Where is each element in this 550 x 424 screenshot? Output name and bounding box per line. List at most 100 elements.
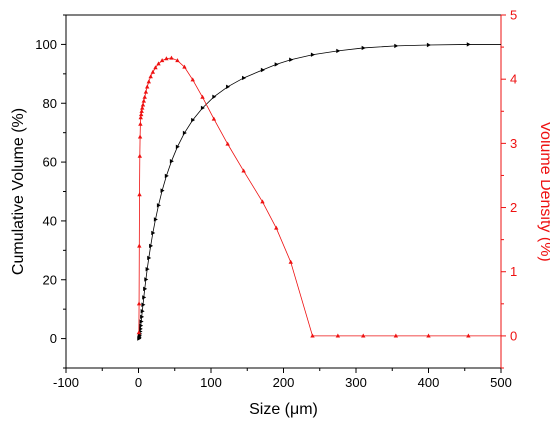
density-point [138, 112, 144, 117]
cumulative-point [139, 319, 144, 324]
y-left-tick-label: 100 [35, 37, 57, 52]
density-point [200, 94, 205, 99]
density-point [175, 58, 180, 63]
cumulative-point [175, 144, 180, 149]
cumulative-point [140, 314, 145, 320]
y-right-tick-label: 3 [510, 136, 517, 151]
cumulative-point [289, 57, 294, 62]
y-right-tick-label: 4 [510, 72, 517, 87]
cumulative-point [182, 130, 187, 136]
density-point [182, 64, 187, 69]
density-point [159, 58, 165, 63]
density-point [137, 243, 142, 248]
cumulative-point [142, 295, 147, 300]
y-right-tick-label: 5 [510, 8, 517, 23]
cumulative-point [336, 48, 341, 54]
density-point [139, 108, 144, 113]
x-tick-label: -100 [53, 375, 79, 390]
density-point [225, 141, 230, 146]
cumulative-point [160, 188, 165, 193]
cumulative-point [164, 173, 169, 179]
x-tick-label: 400 [418, 375, 440, 390]
x-axis-title: Size (μm) [249, 401, 318, 418]
cumulative-point [151, 230, 156, 236]
density-point [136, 301, 142, 306]
cumulative-point [145, 266, 150, 272]
cumulative-point [153, 217, 158, 222]
y-right-tick-label: 2 [510, 200, 517, 215]
density-point [143, 89, 149, 94]
density-point [274, 225, 279, 230]
density-point [140, 105, 145, 110]
volume-density-line [138, 57, 501, 337]
x-tick-label: 500 [490, 375, 512, 390]
density-point [335, 333, 341, 338]
density-point [260, 199, 265, 204]
density-point [211, 116, 217, 121]
cumulative-point [140, 309, 145, 314]
cumulative-point [139, 323, 144, 328]
cumulative-point [200, 105, 205, 111]
cumulative-point [212, 94, 217, 99]
cumulative-volume-line [138, 44, 501, 339]
x-tick-label: 0 [135, 375, 142, 390]
y-left-axis-title: Cumulative Volume (%) [10, 108, 27, 275]
density-point [142, 94, 147, 99]
cumulative-point [274, 62, 279, 67]
cumulative-point [260, 67, 265, 73]
cumulative-point [143, 286, 148, 292]
cumulative-point [394, 43, 399, 49]
density-point [169, 55, 174, 60]
y-right-axis-title: Volume Density (%) [537, 121, 550, 262]
y-right-tick-label: 0 [510, 328, 517, 343]
density-point [150, 69, 156, 74]
cumulative-point [466, 42, 471, 47]
density-point [137, 134, 143, 139]
density-point [148, 74, 153, 79]
density-point [153, 65, 158, 70]
density-point [140, 102, 146, 107]
cumulative-point [147, 255, 152, 261]
y-left-tick-label: 40 [43, 213, 57, 228]
cumulative-point [191, 117, 196, 123]
y-left-tick-label: 20 [43, 272, 57, 287]
cumulative-point [141, 302, 146, 307]
density-point [156, 61, 161, 66]
density-point [141, 98, 146, 103]
cumulative-point [149, 243, 154, 249]
density-point [138, 115, 143, 120]
y-left-tick-label: 80 [43, 96, 57, 111]
cumulative-point [226, 84, 231, 89]
x-tick-label: 100 [200, 375, 222, 390]
cumulative-point [310, 52, 315, 57]
density-point [137, 192, 142, 197]
y-left-tick-label: 0 [50, 331, 57, 346]
cumulative-point [138, 326, 143, 332]
density-point [136, 330, 142, 335]
density-point [310, 333, 315, 338]
cumulative-point [144, 277, 149, 282]
y-left-tick-label: 60 [43, 155, 57, 170]
density-point [361, 333, 366, 338]
density-point [426, 333, 431, 338]
cumulative-point [169, 159, 174, 164]
x-tick-label: 300 [345, 375, 367, 390]
cumulative-point [242, 75, 247, 81]
density-point [190, 77, 195, 82]
density-point [145, 84, 150, 89]
density-point [393, 333, 399, 338]
x-tick-label: 200 [273, 375, 295, 390]
density-point [164, 56, 169, 61]
density-point [466, 333, 471, 338]
y-right-tick-label: 1 [510, 264, 517, 279]
density-point [288, 259, 293, 264]
density-point [146, 79, 151, 84]
cumulative-point [426, 42, 431, 48]
density-point [138, 121, 143, 126]
density-point [241, 168, 246, 173]
cumulative-point [361, 45, 366, 51]
cumulative-point [156, 203, 161, 208]
density-point [137, 153, 143, 158]
